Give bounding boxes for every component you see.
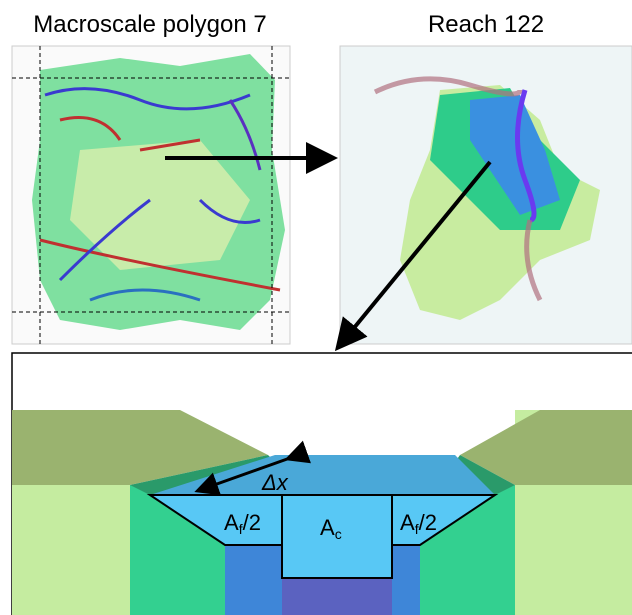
label-sub: f (415, 521, 419, 537)
area-label: Af/2 (400, 510, 437, 537)
label-sub: c (335, 526, 342, 542)
label-main: A (320, 515, 335, 540)
label-main: A (400, 510, 415, 535)
arrow (334, 160, 492, 352)
reach-map (339, 45, 632, 345)
label-sub: f (239, 521, 243, 537)
macroscale-map (11, 45, 291, 345)
right-title: Reach 122 (428, 11, 544, 38)
length-label: Δx (261, 470, 289, 495)
area-label: Ac (320, 515, 342, 542)
cross-section (11, 352, 632, 615)
label-tail: /2 (419, 510, 437, 535)
area-label: Af/2 (224, 510, 261, 537)
label-main: A (224, 510, 239, 535)
label-tail: /2 (243, 510, 261, 535)
left-title: Macroscale polygon 7 (33, 11, 266, 38)
